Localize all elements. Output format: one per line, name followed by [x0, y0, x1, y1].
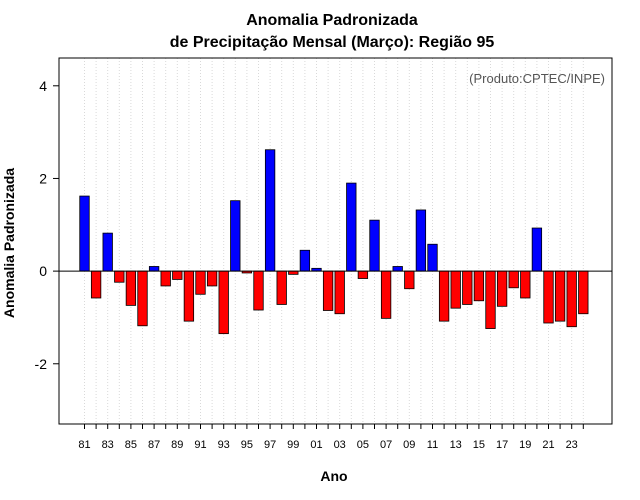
- y-tick-label: 2: [39, 170, 47, 186]
- bar-1986: [137, 270, 148, 327]
- bar-1997: [264, 149, 276, 272]
- bar-2014: [462, 270, 473, 305]
- x-tick-label: 01: [310, 439, 322, 451]
- bar-1983: [102, 232, 113, 272]
- bar-2007: [380, 270, 392, 319]
- bar-2021: [543, 270, 554, 324]
- x-tick-label: 03: [334, 439, 346, 451]
- bar-1993: [218, 270, 229, 335]
- x-axis-title: Ano: [320, 468, 347, 484]
- x-tick-label: 21: [542, 439, 554, 451]
- bar-2010: [415, 209, 427, 272]
- credit-label: (Produto:CPTEC/INPE): [469, 71, 605, 86]
- x-tick-label: 13: [450, 439, 462, 451]
- x-tick-label: 85: [125, 439, 137, 451]
- x-tick-label: 97: [264, 439, 276, 451]
- bar-2019: [520, 270, 531, 299]
- bar-1988: [160, 270, 171, 287]
- x-tick-label: 23: [566, 439, 578, 451]
- chart-subtitle: de Precipitação Mensal (Março): Região 9…: [170, 34, 495, 51]
- x-tick-label: 15: [473, 439, 485, 451]
- bar-2020: [531, 227, 543, 272]
- y-tick-label: -2: [35, 356, 48, 372]
- chart-title: Anomalia Padronizada: [246, 12, 418, 29]
- bar-2024: [578, 270, 589, 315]
- x-tick-label: 05: [357, 439, 369, 451]
- bar-1989: [172, 270, 183, 280]
- y-axis-title: Anomalia Padronizada: [1, 168, 17, 318]
- grid-lines: [84, 58, 584, 424]
- y-tick-label: 0: [39, 263, 47, 279]
- bar-1985: [125, 270, 137, 306]
- bar-2017: [496, 270, 508, 307]
- bar-2012: [438, 270, 450, 322]
- bar-2013: [450, 270, 461, 309]
- x-tick-label: 87: [148, 439, 160, 451]
- x-tick-label: 11: [427, 439, 438, 451]
- bar-2008: [392, 266, 403, 272]
- bar-1982: [90, 270, 102, 299]
- bar-2002: [322, 270, 334, 311]
- x-tick-label: 83: [102, 439, 114, 451]
- bar-2016: [485, 270, 496, 329]
- x-tick-label: 09: [403, 439, 415, 451]
- bar-1990: [183, 270, 195, 322]
- bar-1994: [230, 200, 241, 272]
- bar-2011: [427, 243, 438, 272]
- x-tick-label: 07: [380, 439, 392, 451]
- x-tick-label: 93: [218, 439, 230, 451]
- plot-frame: [58, 57, 613, 425]
- x-tick-label: 95: [241, 439, 253, 451]
- bar-2022: [554, 270, 566, 322]
- bar-1991: [195, 270, 206, 295]
- bar-series: [79, 149, 589, 335]
- bar-2005: [357, 270, 369, 279]
- y-axis: -2 0 2 4: [35, 78, 59, 372]
- bar-2000: [299, 249, 311, 272]
- bar-1981: [79, 195, 90, 272]
- bar-2004: [346, 182, 357, 272]
- bar-1984: [114, 270, 125, 283]
- bar-2023: [566, 270, 577, 328]
- x-axis: 81 83 85 87 89 91 93 95 97 99 01 03 05 07 09 11 13 15 17 19…: [78, 424, 584, 451]
- x-tick-label: 99: [287, 439, 299, 451]
- bar-2009: [404, 270, 415, 290]
- y-tick-label: 4: [39, 78, 47, 94]
- bar-2018: [508, 270, 519, 289]
- x-tick-label: 19: [519, 439, 531, 451]
- x-tick-label: 17: [496, 439, 508, 451]
- bar-2006: [369, 219, 380, 272]
- x-tick-label: 91: [194, 439, 206, 451]
- bar-2015: [473, 270, 485, 302]
- bar-1992: [206, 270, 218, 287]
- bar-1987: [148, 266, 160, 272]
- bar-2003: [334, 270, 345, 315]
- bar-1998: [276, 270, 287, 305]
- bar-1996: [253, 270, 264, 311]
- x-tick-label: 89: [171, 439, 183, 451]
- x-tick-label: 81: [78, 439, 90, 451]
